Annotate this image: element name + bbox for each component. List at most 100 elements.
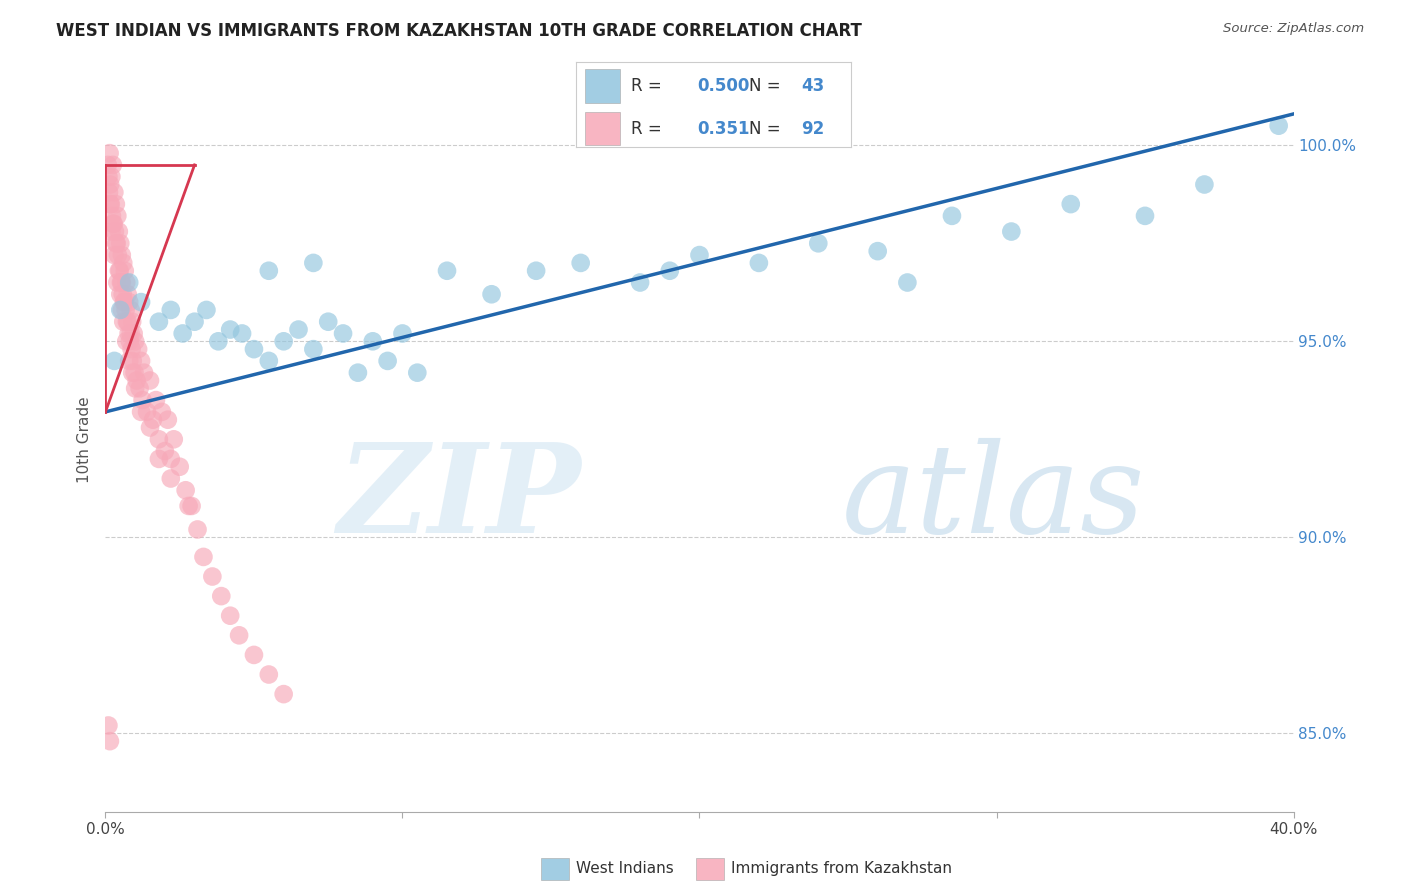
Point (361, 334, 384, 349)
Point (139, 420, 162, 434)
Point (105, 276, 128, 290)
Point (302, 256, 325, 270)
Point (121, 366, 143, 380)
Point (118, 354, 141, 368)
Point (377, 354, 399, 368)
Text: 0.500: 0.500 (697, 78, 749, 95)
Point (97, 718, 120, 732)
Point (124, 366, 146, 380)
Text: ZIP: ZIP (337, 438, 581, 559)
Point (243, 648, 266, 662)
Point (101, 209, 124, 223)
Point (406, 366, 429, 380)
Point (658, 264, 681, 278)
Point (866, 244, 889, 259)
Point (524, 264, 547, 278)
Point (156, 413, 179, 427)
Point (257, 354, 280, 368)
Point (110, 276, 132, 290)
Point (110, 236, 132, 251)
Point (117, 287, 139, 301)
Point (391, 326, 413, 341)
Point (98, 186, 121, 200)
Point (103, 217, 125, 231)
Point (118, 276, 141, 290)
Point (132, 366, 155, 380)
Point (628, 276, 651, 290)
Point (207, 334, 229, 349)
Point (129, 295, 152, 310)
Text: 92: 92 (801, 120, 824, 137)
Point (98, 178, 121, 192)
Point (125, 374, 148, 388)
Point (114, 302, 136, 317)
Point (257, 264, 280, 278)
Point (120, 302, 142, 317)
Point (941, 209, 963, 223)
Point (148, 315, 170, 329)
Point (118, 295, 141, 310)
Point (103, 248, 125, 262)
Point (1060, 197, 1083, 211)
Point (98, 197, 121, 211)
Text: WEST INDIAN VS IMMIGRANTS FROM KAZAKHSTAN 10TH GRADE CORRELATION CHART: WEST INDIAN VS IMMIGRANTS FROM KAZAKHSTA… (56, 22, 862, 40)
Point (172, 326, 194, 341)
Point (145, 393, 167, 408)
Point (748, 256, 770, 270)
Point (807, 236, 830, 251)
Point (104, 225, 127, 239)
Point (104, 197, 127, 211)
Text: 43: 43 (801, 78, 824, 95)
Point (169, 459, 191, 474)
Point (142, 413, 165, 427)
Point (115, 334, 138, 349)
Point (111, 302, 134, 317)
Point (193, 549, 215, 564)
Point (121, 315, 143, 329)
Point (180, 499, 202, 513)
Point (896, 276, 918, 290)
Y-axis label: 10th Grade: 10th Grade (77, 396, 93, 483)
Point (97, 169, 120, 184)
Point (148, 433, 170, 447)
Point (117, 326, 139, 341)
Point (111, 276, 134, 290)
Point (101, 158, 124, 172)
Point (108, 264, 131, 278)
Point (107, 248, 129, 262)
Point (163, 433, 186, 447)
Point (105, 236, 128, 251)
Point (129, 354, 152, 368)
Point (100, 225, 122, 239)
Point (110, 287, 132, 301)
Point (131, 393, 153, 408)
Point (209, 589, 232, 603)
Point (100, 169, 122, 184)
Point (112, 295, 135, 310)
Point (114, 264, 136, 278)
Point (98, 734, 121, 748)
Point (231, 326, 253, 341)
Point (101, 217, 124, 231)
Point (689, 248, 711, 262)
Point (347, 366, 370, 380)
Point (115, 276, 138, 290)
Point (112, 315, 135, 329)
Text: atlas: atlas (842, 438, 1146, 559)
Point (1133, 209, 1156, 223)
Point (128, 381, 150, 395)
Point (1000, 225, 1022, 239)
Text: West Indians: West Indians (576, 862, 675, 876)
Point (115, 315, 138, 329)
Point (111, 287, 134, 301)
Point (159, 451, 181, 466)
Point (124, 381, 146, 395)
Point (121, 342, 143, 356)
Point (124, 334, 146, 349)
Text: 0.351: 0.351 (697, 120, 749, 137)
Point (186, 523, 208, 537)
Text: Immigrants from Kazakhstan: Immigrants from Kazakhstan (731, 862, 952, 876)
Point (127, 342, 149, 356)
Point (103, 354, 125, 368)
Point (316, 315, 339, 329)
